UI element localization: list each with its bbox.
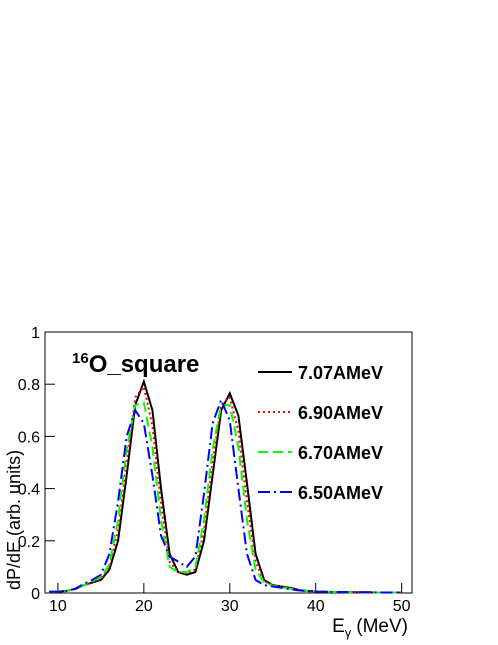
y-axis-label: dP/dE (arb. units) [4,450,24,590]
plot-frame [44,331,413,594]
y-tick-label: 1 [31,325,40,342]
data-line [49,397,402,594]
legend-label: 7.07AMeV [298,363,383,383]
y-tick-label: 0.8 [18,377,40,394]
data-line [49,384,402,594]
annotation-superscript: 16 [72,350,89,367]
x-tick-label: 50 [393,598,411,615]
annotation: 16O_square [72,350,199,378]
y-tick-label: 0 [31,586,40,603]
x-label-subscript: γ [345,625,352,640]
annotation-text: O_square [89,351,200,378]
y-tick-label: 0.6 [18,429,40,446]
x-tick-label: 20 [135,598,153,615]
x-tick-label: 10 [49,598,67,615]
y-tick-label: 0.2 [18,534,40,551]
legend-label: 6.50AMeV [298,483,383,503]
x-axis-label: Eγ (MeV) [332,616,408,640]
y-tick-label: 0.4 [18,482,40,499]
x-tick-label: 30 [221,598,239,615]
legend-label: 6.70AMeV [298,443,383,463]
x-label-base: E [332,616,345,637]
legend-label: 6.90AMeV [298,403,383,423]
x-label-unit: (MeV) [356,616,408,637]
x-tick-label: 40 [307,598,325,615]
